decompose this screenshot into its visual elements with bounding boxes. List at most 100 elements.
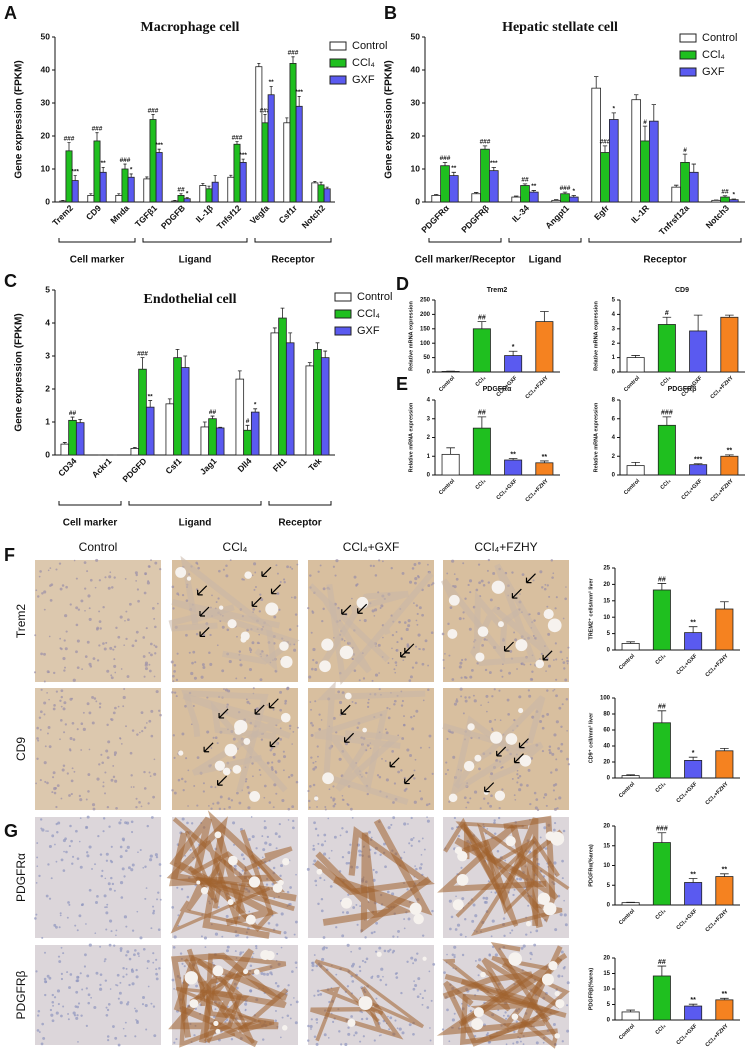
nucleus	[341, 691, 345, 695]
y-tick-label: 25	[603, 566, 610, 572]
nucleus	[155, 690, 159, 694]
x-tick-label: TGFβ1	[133, 203, 159, 229]
nucleus	[286, 565, 289, 569]
nucleus	[159, 568, 162, 571]
nucleus	[154, 561, 158, 565]
nucleus	[315, 964, 319, 968]
nucleus	[373, 851, 377, 855]
nucleus	[319, 564, 322, 567]
arrow	[484, 782, 495, 793]
micrograph	[436, 941, 570, 1049]
error-bar	[175, 349, 180, 358]
nucleus	[91, 803, 96, 807]
micrograph	[171, 686, 299, 811]
bar	[261, 122, 269, 203]
nucleus	[60, 705, 63, 708]
error-bar	[157, 148, 161, 153]
nucleus	[419, 790, 422, 793]
nucleus	[307, 1039, 310, 1042]
nucleus	[144, 897, 147, 900]
nucleus	[350, 950, 353, 953]
nucleus	[248, 910, 251, 913]
nucleus	[466, 801, 469, 804]
bar	[143, 178, 151, 203]
group-label: Receptor	[643, 255, 686, 266]
micrograph	[307, 559, 435, 685]
nucleus	[255, 947, 258, 950]
vacuole	[178, 750, 184, 756]
nucleus	[414, 758, 417, 761]
vacuole	[508, 952, 523, 966]
significance-label: ##	[658, 704, 666, 711]
nucleus	[65, 850, 68, 854]
bar	[165, 403, 175, 456]
vacuole	[474, 754, 482, 762]
x-tick-label: Jag1	[198, 456, 219, 477]
vacuole	[227, 619, 237, 629]
nucleus	[462, 562, 465, 565]
nucleus	[113, 889, 116, 892]
nucleus	[82, 727, 86, 731]
bar	[631, 99, 641, 203]
nucleus	[561, 658, 564, 661]
nucleus	[309, 574, 312, 577]
nucleus	[131, 863, 135, 867]
significance-label: ###	[288, 50, 299, 57]
nucleus	[236, 635, 238, 638]
vacuole	[555, 999, 565, 1009]
y-tick-label: 2	[612, 454, 616, 460]
chart-title: PDGFRα	[483, 386, 513, 393]
nucleus	[513, 888, 516, 891]
nucleus	[554, 607, 557, 610]
nucleus	[139, 936, 143, 940]
nucleus	[170, 660, 174, 664]
nucleus	[554, 798, 557, 801]
x-tick-label: CCl₄+FZHY	[525, 375, 550, 400]
nucleus	[98, 610, 101, 613]
nucleus	[447, 768, 449, 771]
nucleus	[185, 599, 189, 602]
nucleus	[59, 587, 63, 591]
nucleus	[398, 1027, 402, 1031]
nucleus	[522, 1043, 525, 1046]
nucleus	[478, 958, 482, 962]
y-axis-label: Gene expression (FPKM)	[14, 60, 25, 178]
nucleus	[148, 771, 151, 774]
x-tick-label: CCl₄+FZHY	[705, 653, 730, 678]
nucleus	[135, 580, 137, 582]
nucleus	[471, 919, 475, 923]
nucleus	[349, 807, 353, 811]
vacuole	[480, 971, 486, 978]
vacuole	[548, 960, 558, 971]
error-bar	[325, 186, 329, 189]
nucleus	[221, 625, 225, 629]
fibrosis	[314, 959, 425, 1029]
arrow	[251, 596, 262, 607]
nucleus	[81, 903, 85, 906]
nucleus	[308, 806, 311, 809]
nucleus	[312, 847, 316, 851]
nucleus	[122, 1027, 125, 1030]
nucleus	[184, 780, 187, 783]
nucleus	[292, 826, 295, 830]
nucleus	[426, 819, 430, 823]
nucleus	[525, 933, 528, 936]
bar	[684, 632, 703, 651]
nucleus	[338, 1030, 341, 1033]
nucleus	[53, 704, 56, 707]
error-bar	[720, 601, 729, 609]
nucleus	[185, 757, 188, 760]
nucleus	[339, 834, 342, 837]
nucleus	[51, 776, 55, 779]
nucleus	[201, 663, 205, 667]
nucleus	[120, 668, 123, 670]
bar	[720, 455, 739, 476]
group-bracket	[254, 238, 332, 243]
nucleus	[522, 944, 526, 948]
nucleus	[159, 898, 162, 901]
nucleus	[229, 559, 232, 562]
nucleus	[43, 608, 46, 611]
nucleus	[96, 895, 99, 898]
y-axis-label: Gene expression (FPKM)	[14, 313, 25, 431]
nucleus	[288, 628, 292, 631]
